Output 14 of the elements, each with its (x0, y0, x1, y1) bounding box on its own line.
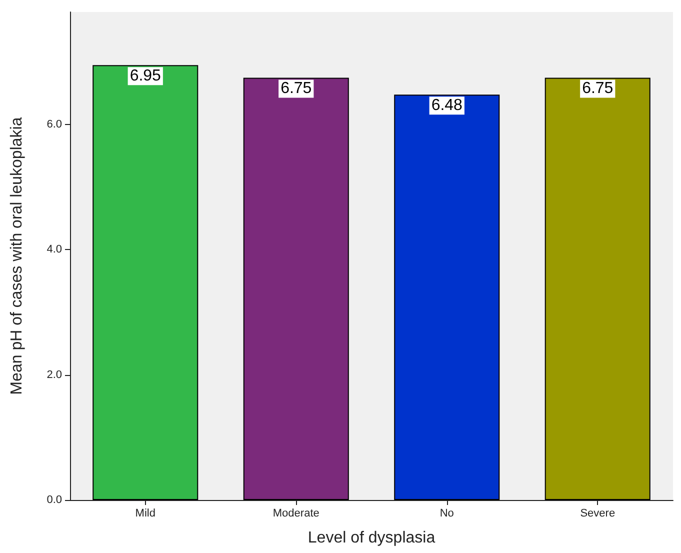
x-tick-label: Severe (580, 508, 616, 520)
y-tick-label: 0.0 (46, 494, 62, 506)
data-label: 6.48 (431, 97, 463, 114)
x-axis-title: Level of dysplasia (308, 530, 436, 546)
y-tick-label: 2.0 (46, 368, 62, 381)
data-label: 6.75 (582, 80, 614, 98)
y-tick-label: 4.0 (46, 244, 62, 256)
x-tick-label: Moderate (272, 508, 320, 520)
x-tick-label: Mild (135, 508, 156, 520)
data-label: 6.95 (130, 68, 162, 85)
y-tick-label: 6.0 (46, 118, 62, 131)
data-label: 6.75 (280, 80, 312, 98)
x-tick-label: No (440, 508, 454, 520)
y-axis-title: Mean pH of cases with oral leukoplakia (8, 117, 26, 395)
